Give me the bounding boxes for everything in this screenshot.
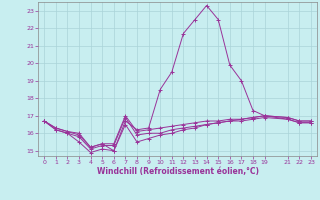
X-axis label: Windchill (Refroidissement éolien,°C): Windchill (Refroidissement éolien,°C) bbox=[97, 167, 259, 176]
